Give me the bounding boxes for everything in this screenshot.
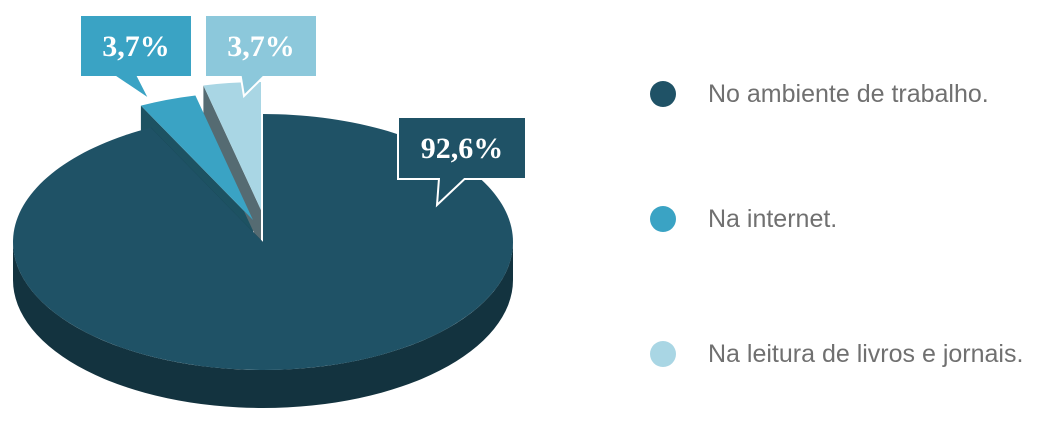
- pie-slice-side: [13, 242, 513, 408]
- legend-swatch: [650, 341, 676, 367]
- pie-slice-3: [203, 82, 261, 210]
- callout-box: [79, 14, 193, 103]
- pie-slice-2: [140, 95, 253, 220]
- legend-label: Na internet.: [708, 205, 838, 233]
- data-label: 92,6%: [421, 132, 504, 165]
- callout-box: [397, 116, 527, 208]
- pie-slice-1: [12, 114, 514, 370]
- legend-item-trabalho: No ambiente de trabalho.: [650, 78, 1028, 110]
- legend-swatch: [650, 81, 676, 107]
- legend-swatch: [650, 206, 676, 232]
- data-label: 3,7%: [227, 30, 295, 63]
- legend-label: No ambiente de trabalho.: [708, 80, 989, 108]
- legend-item-internet: Na internet.: [650, 203, 1028, 235]
- data-label: 3,7%: [102, 30, 170, 63]
- callout-box: [204, 14, 318, 99]
- legend-item-leitura: Na leitura de livros e jornais.: [650, 338, 1028, 370]
- legend-label: Na leitura de livros e jornais.: [708, 340, 1024, 368]
